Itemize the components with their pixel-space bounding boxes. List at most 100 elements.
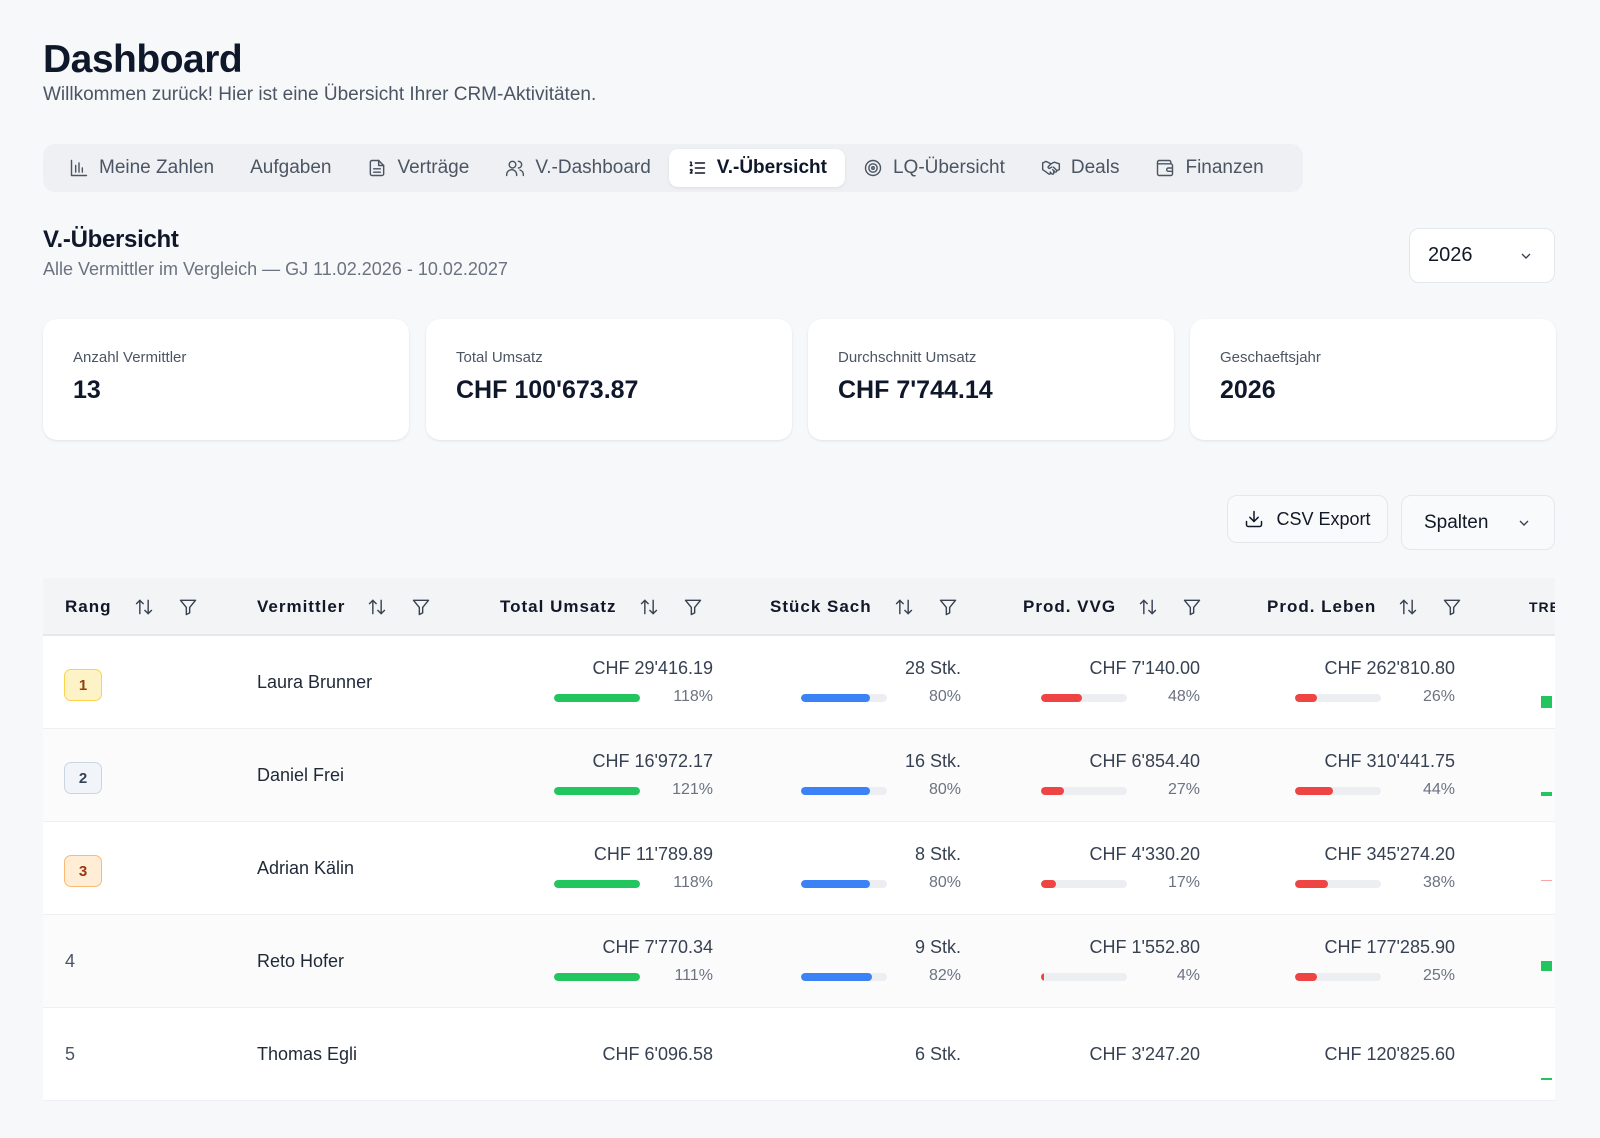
umsatz-progress-bar <box>554 880 640 888</box>
columns-button[interactable]: Spalten <box>1401 495 1555 550</box>
stueck-value: 16 Stk. <box>904 751 961 771</box>
leben-value: CHF 120'825.60 <box>1324 1044 1455 1064</box>
table-header: Rang Vermittler Total Umsatz Stück Sach <box>43 578 1555 636</box>
leben-value: CHF 177'285.90 <box>1324 937 1455 957</box>
trend-bar <box>1541 1078 1552 1080</box>
vvg-progress-bar <box>1041 787 1127 795</box>
leben-progress-bar <box>1295 787 1381 795</box>
vermittler-name[interactable]: Reto Hofer <box>257 951 345 971</box>
tab-v-uebersicht[interactable]: V.-Übersicht <box>668 149 845 187</box>
stueck-progress-fill <box>801 973 872 981</box>
filter-icon[interactable] <box>938 597 958 617</box>
tab-label: V.-Übersicht <box>716 157 827 178</box>
vermittler-name[interactable]: Laura Brunner <box>257 672 373 692</box>
trend-sparkline <box>1530 1008 1555 1101</box>
tab-lq-uebersicht[interactable]: LQ-Übersicht <box>845 149 1023 187</box>
leben-percent: 26% <box>1422 688 1455 705</box>
sort-icon[interactable] <box>367 597 387 617</box>
umsatz-percent: 118% <box>673 874 713 891</box>
stat-label: Total Umsatz <box>456 349 543 366</box>
trend-bar <box>1541 880 1552 881</box>
sort-icon[interactable] <box>894 597 914 617</box>
leben-value: CHF 310'441.75 <box>1324 751 1455 771</box>
vermittler-name[interactable]: Adrian Kälin <box>257 858 355 878</box>
column-label: Stück Sach <box>770 597 872 616</box>
list-ordered-icon <box>689 161 706 174</box>
filter-icon[interactable] <box>178 597 198 617</box>
stat-value: CHF 100'673.87 <box>456 376 639 404</box>
tab-deals[interactable]: Deals <box>1023 149 1138 187</box>
tab-vertraege[interactable]: Verträge <box>349 149 487 187</box>
stueck-percent: 82% <box>928 967 961 984</box>
column-label: Prod. VVG <box>1023 597 1117 616</box>
leben-value: CHF 262'810.80 <box>1324 658 1455 678</box>
leben-percent: 44% <box>1422 781 1455 798</box>
stueck-percent: 80% <box>928 781 961 798</box>
stat-card-geschaeftsjahr: Geschaeftsjahr 2026 <box>1190 319 1556 440</box>
tab-aufgaben[interactable]: Aufgaben <box>232 149 349 187</box>
table-row[interactable]: 4 Reto Hofer CHF 7'770.34 111% 9 Stk. 82% CHF … <box>43 915 1555 1008</box>
rank-badge: 1 <box>64 669 102 701</box>
vvg-value: CHF 1'552.80 <box>1089 937 1201 957</box>
table-row[interactable]: 1 Laura Brunner CHF 29'416.19 118% 28 Stk. 80… <box>43 636 1555 729</box>
vvg-value: CHF 7'140.00 <box>1089 658 1201 678</box>
column-header-total-umsatz[interactable]: Total Umsatz <box>500 578 703 636</box>
column-header-vermittler[interactable]: Vermittler <box>257 578 431 636</box>
column-header-prod-vvg[interactable]: Prod. VVG <box>1023 578 1202 636</box>
table-row[interactable]: 5 Thomas Egli CHF 6'096.58 6 Stk. CHF 3'247.… <box>43 1008 1555 1101</box>
umsatz-progress-fill <box>554 694 640 702</box>
vvg-progress-bar <box>1041 880 1127 888</box>
leben-progress-fill <box>1295 880 1328 888</box>
vvg-percent: 27% <box>1167 781 1200 798</box>
stat-value: CHF 7'744.14 <box>838 376 993 404</box>
csv-export-button[interactable]: CSV Export <box>1227 495 1388 543</box>
stueck-progress-bar <box>801 973 887 981</box>
column-label: Total Umsatz <box>500 597 617 616</box>
stat-card-total-umsatz: Total Umsatz CHF 100'673.87 <box>426 319 792 440</box>
tab-label: LQ-Übersicht <box>892 157 1005 178</box>
column-header-trend[interactable]: TRE <box>1529 578 1555 636</box>
vvg-value: CHF 3'247.20 <box>1089 1044 1201 1064</box>
umsatz-value: CHF 16'972.17 <box>592 751 713 771</box>
trend-sparkline <box>1530 822 1555 915</box>
stat-card-anzahl: Anzahl Vermittler 13 <box>43 319 409 440</box>
year-select[interactable]: 2026 <box>1409 228 1555 283</box>
column-header-stueck-sach[interactable]: Stück Sach <box>770 578 958 636</box>
sort-icon[interactable] <box>639 597 659 617</box>
year-select-value: 2026 <box>1428 244 1473 266</box>
handshake-icon <box>1041 160 1060 175</box>
tab-label: V.-Dashboard <box>535 157 651 178</box>
filter-icon[interactable] <box>1182 597 1202 617</box>
tab-label: Finanzen <box>1185 157 1264 178</box>
rank-number: 5 <box>65 1044 76 1064</box>
sort-icon[interactable] <box>1138 597 1158 617</box>
filter-icon[interactable] <box>1442 597 1462 617</box>
vermittler-name[interactable]: Daniel Frei <box>257 765 345 785</box>
sort-icon[interactable] <box>134 597 154 617</box>
vvg-value: CHF 6'854.40 <box>1089 751 1201 771</box>
tab-v-dashboard[interactable]: V.-Dashboard <box>487 149 668 187</box>
columns-label: Spalten <box>1424 511 1489 533</box>
stueck-progress-fill <box>801 787 870 795</box>
tab-finanzen[interactable]: Finanzen <box>1137 149 1281 187</box>
filter-icon[interactable] <box>411 597 431 617</box>
leben-progress-fill <box>1295 694 1318 702</box>
column-header-rang[interactable]: Rang <box>65 578 198 636</box>
trend-sparkline <box>1530 915 1555 1008</box>
section-subtitle: Alle Vermittler im Vergleich — GJ 11.02.… <box>43 259 508 279</box>
leben-progress-bar <box>1295 973 1381 981</box>
stueck-percent: 80% <box>928 688 961 705</box>
table-body: 1 Laura Brunner CHF 29'416.19 118% 28 Stk. 80… <box>43 636 1555 1101</box>
tab-meine-zahlen[interactable]: Meine Zahlen <box>51 149 232 187</box>
table-row[interactable]: 3 Adrian Kälin CHF 11'789.89 118% 8 Stk. 80% C… <box>43 822 1555 915</box>
sort-icon[interactable] <box>1398 597 1418 617</box>
table-row[interactable]: 2 Daniel Frei CHF 16'972.17 121% 16 Stk. 80% C… <box>43 729 1555 822</box>
umsatz-progress-bar <box>554 787 640 795</box>
vvg-percent: 4% <box>1176 967 1200 984</box>
vvg-progress-fill <box>1041 973 1045 981</box>
vermittler-name[interactable]: Thomas Egli <box>257 1044 358 1064</box>
column-header-prod-leben[interactable]: Prod. Leben <box>1267 578 1462 636</box>
filter-icon[interactable] <box>683 597 703 617</box>
vvg-progress-bar <box>1041 694 1127 702</box>
vermittler-table: Rang Vermittler Total Umsatz Stück Sach <box>43 578 1555 1138</box>
